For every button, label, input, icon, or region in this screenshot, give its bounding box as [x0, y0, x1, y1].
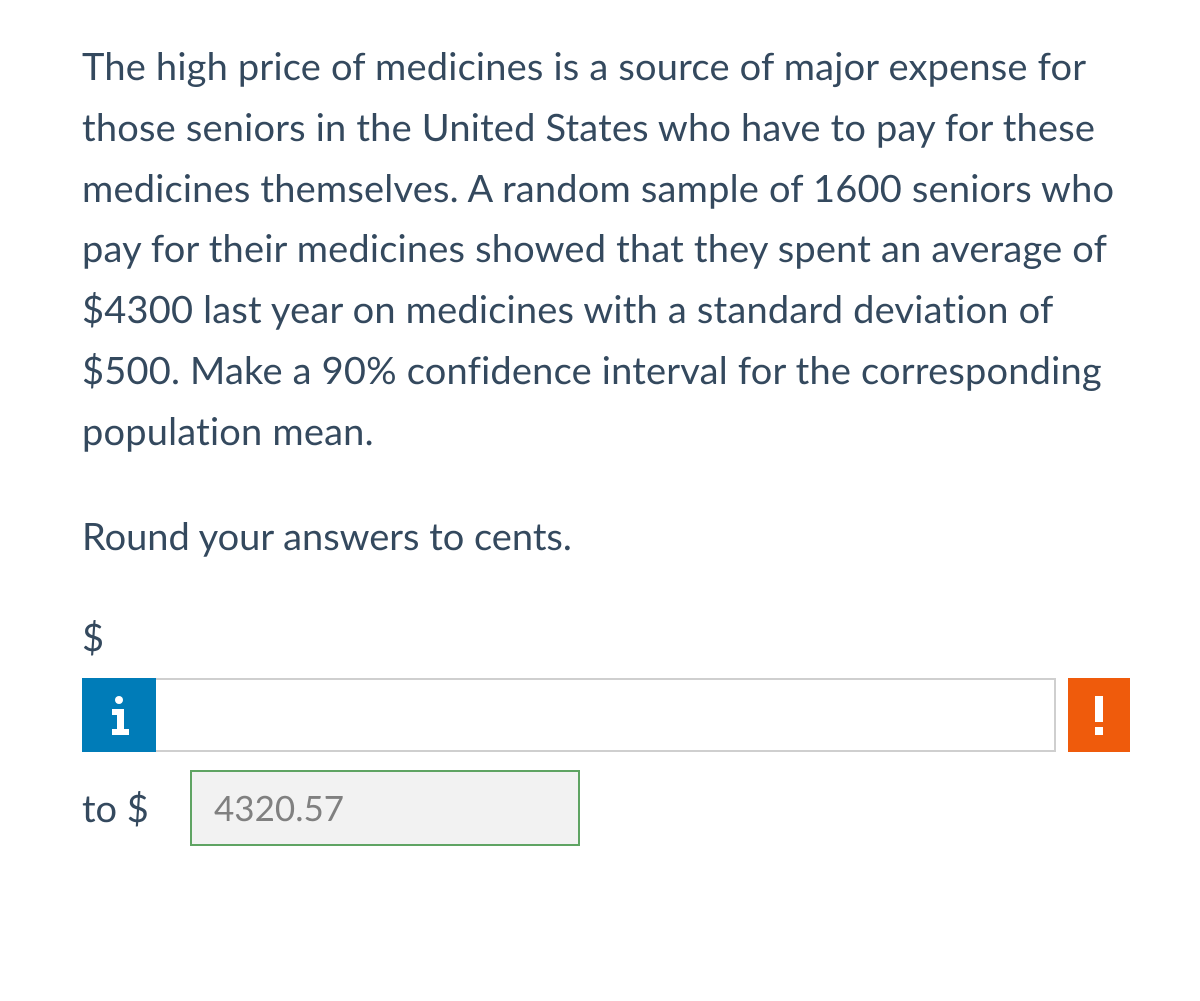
answer-block: $ to $ [82, 614, 1130, 846]
instruction-text: Round your answers to cents. [82, 506, 1130, 567]
lower-bound-row [82, 678, 1130, 752]
to-label: to $ [82, 785, 172, 831]
upper-bound-input[interactable] [190, 770, 580, 846]
info-icon[interactable] [82, 678, 156, 752]
warning-icon[interactable] [1068, 678, 1130, 752]
lower-bound-input[interactable] [156, 678, 1056, 752]
question-text: The high price of medicines is a source … [82, 36, 1130, 462]
upper-bound-row: to $ [82, 770, 1130, 846]
lower-bound-prefix: $ [82, 614, 1130, 660]
